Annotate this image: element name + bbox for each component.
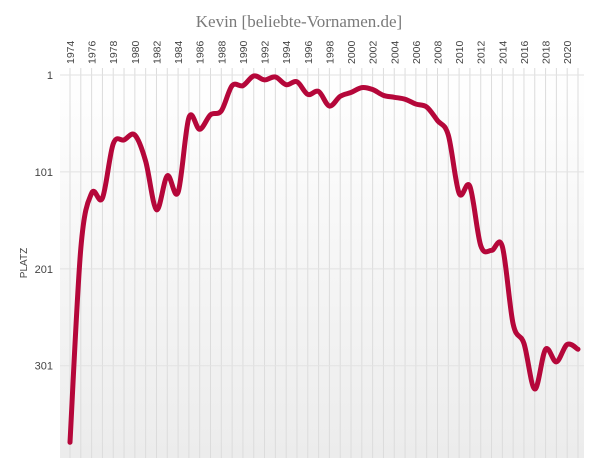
x-tick-label: 2004: [389, 40, 401, 64]
vertical-gridlines: [69, 68, 579, 458]
x-tick-label: 1986: [195, 40, 207, 64]
data-point-1997: [316, 89, 321, 94]
x-axis-ticks: 1974 1976 1978 1980 1982 1984 1986 1988 1990 1992…: [65, 40, 574, 64]
data-point-2021: [576, 347, 581, 352]
data-point-2017: [532, 387, 537, 392]
x-tick-label: 1984: [173, 40, 185, 64]
data-point-1982: [154, 207, 159, 212]
data-point-2010: [457, 191, 462, 196]
data-point-2016: [521, 341, 526, 346]
data-point-2009: [446, 133, 451, 138]
data-point-1986: [197, 127, 202, 132]
data-point-2006: [413, 102, 418, 107]
x-tick-label: 1980: [130, 40, 142, 64]
data-point-1987: [208, 112, 213, 117]
data-point-1999: [338, 94, 343, 99]
data-point-2004: [392, 95, 397, 100]
data-point-1996: [305, 92, 310, 97]
series-line-0: [67, 73, 581, 445]
data-point-2008: [435, 118, 440, 123]
data-point-1998: [327, 104, 332, 109]
x-tick-label: 1996: [303, 40, 315, 64]
data-point-1993: [273, 74, 278, 79]
y-axis-label: PLATZ: [19, 248, 30, 278]
data-point-1992: [262, 77, 267, 82]
x-tick-label: 2020: [562, 40, 574, 64]
x-tick-label: 2008: [432, 40, 444, 64]
x-tick-label: 2016: [519, 40, 531, 64]
x-tick-label: 2014: [497, 40, 509, 64]
data-point-2011: [467, 184, 472, 189]
x-tick-label: 1998: [324, 40, 336, 64]
x-tick-label: 2002: [368, 40, 380, 64]
chart-title: Kevin [beliebte-Vornamen.de]: [196, 12, 402, 31]
x-tick-label: 1988: [216, 40, 228, 64]
data-point-2000: [349, 90, 354, 95]
x-tick-label: 1978: [108, 40, 120, 64]
data-point-1981: [143, 159, 148, 164]
x-tick-label: 2012: [476, 40, 488, 64]
data-point-1977: [100, 196, 105, 201]
data-point-1975: [78, 246, 83, 251]
data-point-1980: [132, 133, 137, 138]
data-point-1978: [111, 141, 116, 146]
data-point-1991: [251, 73, 256, 78]
y-tick-label: 1: [47, 70, 53, 82]
data-point-1985: [186, 115, 191, 120]
plot-area: [60, 68, 584, 458]
x-tick-label: 2000: [346, 40, 358, 64]
data-point-1989: [230, 83, 235, 88]
data-point-2013: [489, 248, 494, 253]
x-tick-label: 2010: [454, 40, 466, 64]
data-point-2012: [478, 243, 483, 248]
x-tick-label: 2018: [541, 40, 553, 64]
data-point-1988: [219, 108, 224, 113]
x-tick-label: 1982: [151, 40, 163, 64]
x-tick-label: 1976: [87, 40, 99, 64]
data-point-1974: [68, 440, 73, 445]
x-tick-label: 1974: [65, 40, 77, 64]
data-point-2002: [370, 87, 375, 92]
x-tick-label: 1990: [238, 40, 250, 64]
y-tick-label: 101: [35, 167, 53, 179]
series-group: [67, 73, 581, 445]
data-point-1994: [284, 82, 289, 87]
data-point-2015: [511, 322, 516, 327]
data-point-2001: [359, 85, 364, 90]
data-point-2014: [500, 244, 505, 249]
data-point-2020: [565, 342, 570, 347]
data-point-1983: [165, 173, 170, 178]
data-point-1990: [240, 83, 245, 88]
data-point-1976: [89, 191, 94, 196]
y-tick-label: 201: [35, 264, 53, 276]
data-point-1995: [294, 79, 299, 84]
x-tick-label: 1994: [281, 40, 293, 64]
y-tick-label: 301: [35, 361, 53, 373]
data-point-2019: [554, 359, 559, 364]
y-axis-ticks: 1 101 201 301: [35, 70, 53, 373]
data-point-2007: [424, 104, 429, 109]
data-point-2005: [403, 97, 408, 102]
data-point-2003: [381, 93, 386, 98]
x-tick-label: 1992: [260, 40, 272, 64]
x-tick-label: 2006: [411, 40, 423, 64]
data-point-2018: [543, 347, 548, 352]
data-point-1979: [122, 137, 127, 142]
data-point-1984: [176, 190, 181, 195]
